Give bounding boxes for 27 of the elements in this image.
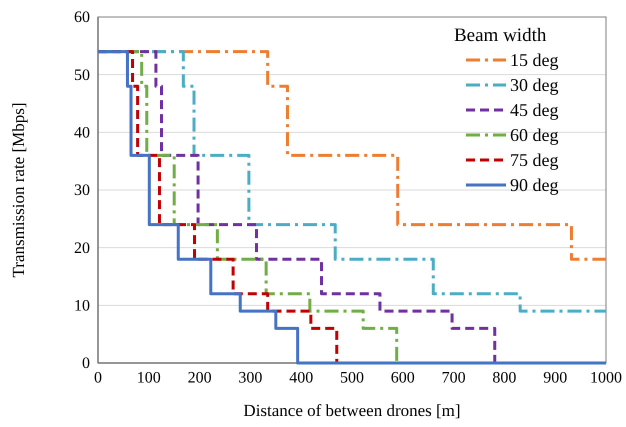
y-axis-title: Transmission rate [Mbps] <box>9 102 28 278</box>
legend-label: 30 deg <box>510 75 558 95</box>
legend-label: 60 deg <box>510 125 558 145</box>
y-tick-label: 30 <box>74 182 90 200</box>
legend-label: 75 deg <box>510 150 558 170</box>
x-tick-label: 0 <box>94 369 102 386</box>
x-tick-label: 600 <box>390 369 415 386</box>
y-tick-label: 50 <box>74 66 90 84</box>
legend-title: Beam width <box>454 25 547 46</box>
x-axis-title: Distance of between drones [m] <box>243 401 461 420</box>
y-tick-label: 20 <box>74 240 90 257</box>
y-tick-label: 40 <box>74 124 90 142</box>
x-tick-label: 200 <box>188 369 212 386</box>
y-tick-label: 60 <box>74 9 90 26</box>
legend-label: 15 deg <box>510 50 558 70</box>
x-tick-label: 400 <box>289 369 314 386</box>
legend-label: 90 deg <box>510 175 558 195</box>
x-tick-label: 900 <box>543 369 568 386</box>
y-tick-label: 10 <box>74 297 90 314</box>
legend-label: 45 deg <box>510 100 558 120</box>
x-tick-label: 700 <box>442 369 466 386</box>
y-tick-label: 0 <box>82 355 90 372</box>
x-tick-label: 800 <box>492 369 516 386</box>
x-tick-label: 300 <box>238 369 262 386</box>
x-tick-label: 1000 <box>590 369 622 386</box>
x-tick-label: 500 <box>340 369 364 386</box>
x-tick-label: 100 <box>136 369 161 386</box>
